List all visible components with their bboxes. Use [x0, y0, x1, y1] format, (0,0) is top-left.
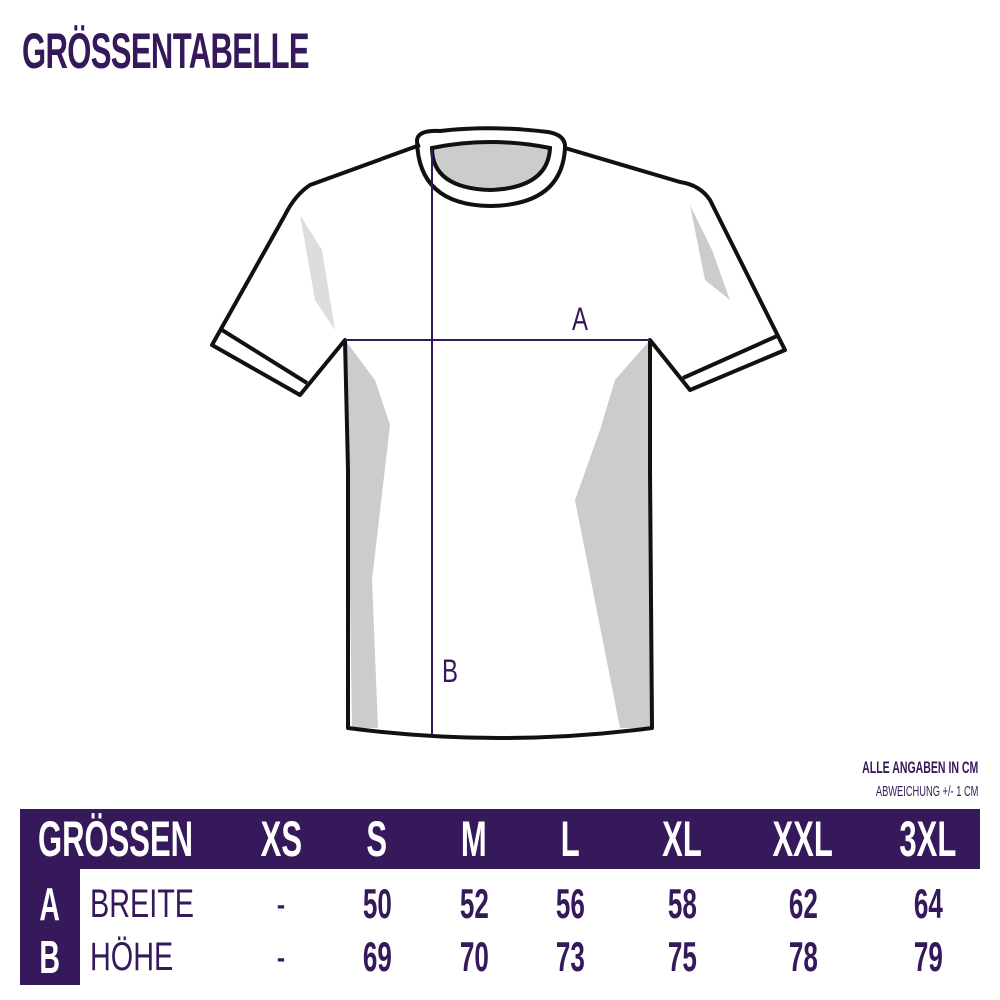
units-note: ALLE ANGABEN IN CM — [861, 758, 978, 777]
header-size-l: L — [560, 811, 580, 867]
header-size-xxl: XXL — [772, 811, 834, 867]
cell-a-3xl: 64 — [913, 880, 943, 927]
sleeve-shadow-right — [690, 205, 730, 300]
tolerance-note: ABWEICHUNG +/- 1 CM — [875, 783, 978, 800]
sleeve-cuff-right — [682, 334, 778, 380]
cell-b-m: 70 — [459, 933, 489, 980]
title-text: GRÖSSENTABELLE — [22, 23, 310, 79]
row-b-letter: B — [39, 931, 61, 983]
sleeve-cuff-left — [220, 328, 309, 385]
collar-inner-line — [429, 140, 553, 193]
tshirt-diagram: A B — [210, 126, 787, 740]
cell-a-xs: - — [276, 880, 286, 927]
row-a-label: BREITE — [90, 882, 195, 926]
cell-b-s: 69 — [362, 933, 392, 980]
cell-a-l: 56 — [555, 880, 585, 927]
collar-outer — [414, 126, 568, 209]
collar-inner — [432, 142, 550, 188]
page-title: GRÖSSENTABELLE — [22, 22, 485, 80]
sleeve-shadow-left — [300, 215, 335, 330]
cell-b-l: 73 — [555, 933, 585, 980]
cell-a-m: 52 — [459, 880, 489, 927]
shirt-outline — [210, 143, 787, 740]
shirt-shadow-right — [575, 340, 652, 728]
cell-a-s: 50 — [362, 880, 392, 927]
header-groessen: GRÖSSEN — [38, 811, 194, 867]
header-size-m: M — [461, 811, 487, 867]
row-a-letter: A — [39, 878, 61, 930]
row-b-label: HÖHE — [90, 935, 174, 979]
shirt-shadow-left — [345, 340, 390, 728]
header-size-3xl: 3XL — [899, 811, 957, 867]
header-size-xs: XS — [260, 811, 302, 867]
row-letter-column — [20, 869, 80, 985]
table-header-bar — [20, 809, 980, 869]
cell-b-3xl: 79 — [913, 933, 943, 980]
header-size-s: S — [366, 811, 388, 867]
header-size-xl: XL — [662, 811, 702, 867]
cell-b-xs: - — [276, 933, 286, 980]
label-b: B — [442, 653, 458, 689]
cell-a-xl: 58 — [667, 880, 697, 927]
cell-b-xxl: 78 — [788, 933, 818, 980]
label-a: A — [572, 301, 588, 337]
cell-a-xxl: 62 — [788, 880, 818, 927]
cell-b-xl: 75 — [667, 933, 697, 980]
